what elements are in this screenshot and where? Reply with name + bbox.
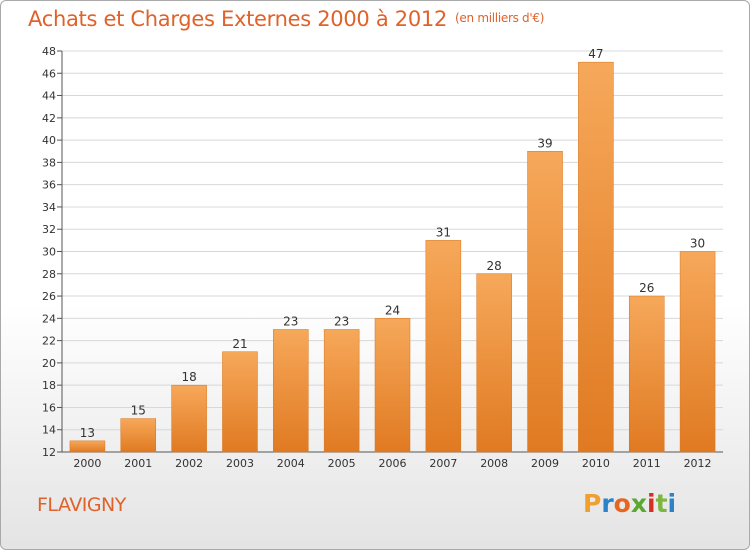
logo-letter: P bbox=[583, 489, 602, 518]
bar bbox=[679, 251, 716, 453]
y-tick-label: 12 bbox=[42, 446, 56, 459]
data-label: 18 bbox=[181, 370, 196, 384]
logo-letter: t bbox=[655, 489, 668, 518]
x-tick-label: 2004 bbox=[277, 457, 305, 470]
x-tick-label: 2010 bbox=[582, 457, 610, 470]
data-label: 23 bbox=[334, 314, 349, 328]
y-tick-label: 48 bbox=[42, 45, 56, 58]
y-tick-label: 14 bbox=[42, 424, 56, 437]
y-tick-label: 22 bbox=[42, 335, 56, 348]
bar bbox=[69, 440, 106, 453]
data-labels: 13 15 18 21 23 23 24 31 28 39 47 26 30 bbox=[80, 47, 705, 440]
data-label: 13 bbox=[80, 426, 95, 440]
city-name: FLAVIGNY bbox=[37, 494, 126, 516]
logo-letter: o bbox=[613, 489, 631, 518]
logo-letter: i bbox=[647, 489, 656, 518]
logo-letter: x bbox=[630, 489, 647, 518]
bar bbox=[374, 318, 411, 453]
y-tick-label: 20 bbox=[42, 357, 56, 370]
data-label: 26 bbox=[639, 281, 654, 295]
y-tick-label: 40 bbox=[42, 134, 56, 147]
bar bbox=[628, 295, 665, 453]
chart-unit: (en milliers d'€) bbox=[455, 11, 545, 25]
x-tick-label: 2002 bbox=[175, 457, 203, 470]
y-tick-label: 16 bbox=[42, 401, 56, 414]
bar bbox=[120, 418, 157, 453]
y-tick-label: 18 bbox=[42, 379, 56, 392]
chart-title-text: Achats et Charges Externes 2000 à 2012 bbox=[28, 7, 448, 31]
bar bbox=[222, 351, 258, 453]
data-label: 15 bbox=[131, 404, 146, 418]
x-tick-label: 2008 bbox=[480, 457, 508, 470]
bars bbox=[69, 61, 716, 453]
y-tick-label: 42 bbox=[42, 112, 56, 125]
data-label: 39 bbox=[537, 136, 552, 150]
y-tick-label: 32 bbox=[42, 223, 56, 236]
y-tick-label: 26 bbox=[42, 290, 56, 303]
logo-letter: i bbox=[667, 489, 677, 518]
bar bbox=[578, 61, 614, 453]
data-label: 28 bbox=[487, 259, 502, 273]
x-tick-label: 2012 bbox=[684, 457, 712, 470]
proxiti-logo[interactable]: Proxiti bbox=[583, 489, 676, 518]
x-tick-label: 2009 bbox=[531, 457, 559, 470]
bar bbox=[425, 240, 462, 453]
y-tick-label: 46 bbox=[42, 67, 56, 80]
y-tick-label: 38 bbox=[42, 156, 56, 169]
bar bbox=[273, 329, 309, 453]
data-label: 31 bbox=[436, 225, 451, 239]
data-label: 24 bbox=[385, 303, 400, 317]
x-tick-label: 2001 bbox=[124, 457, 152, 470]
y-tick-label: 30 bbox=[42, 246, 56, 259]
logo-letter: r bbox=[601, 489, 614, 518]
x-tick-label: 2003 bbox=[226, 457, 254, 470]
bar bbox=[476, 273, 512, 453]
y-tick-label: 44 bbox=[42, 90, 56, 103]
chart-title: Achats et Charges Externes 2000 à 2012 (e… bbox=[28, 7, 544, 31]
x-tick-label: 2000 bbox=[73, 457, 101, 470]
y-tick-label: 28 bbox=[42, 268, 56, 281]
data-label: 30 bbox=[690, 237, 705, 251]
y-tick-label: 36 bbox=[42, 179, 56, 192]
bar bbox=[527, 151, 563, 453]
x-tick-label: 2006 bbox=[379, 457, 407, 470]
y-tick-label: 34 bbox=[42, 201, 56, 214]
x-tick-label: 2005 bbox=[328, 457, 356, 470]
bar bbox=[323, 329, 360, 453]
x-tick-label: 2011 bbox=[633, 457, 661, 470]
data-label: 47 bbox=[588, 47, 603, 61]
y-tick-label: 24 bbox=[42, 312, 56, 325]
bar bbox=[171, 384, 207, 453]
data-label: 21 bbox=[232, 337, 247, 351]
data-label: 23 bbox=[283, 314, 298, 328]
x-tick-label: 2007 bbox=[429, 457, 457, 470]
